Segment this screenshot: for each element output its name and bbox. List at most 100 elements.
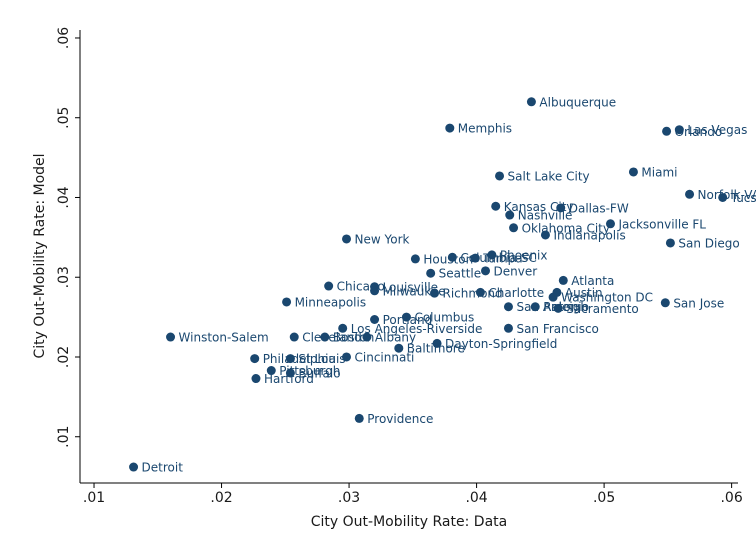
point-label: Buffalo [298, 366, 340, 380]
x-tick-label: .04 [465, 490, 487, 506]
point-label: Los Angeles-Riverside [351, 322, 483, 336]
point-label: Winston-Salem [179, 331, 269, 345]
point-label: New York [355, 232, 410, 246]
point [342, 234, 352, 244]
point-label: Albuquerque [539, 95, 616, 109]
point [285, 368, 295, 378]
point [503, 302, 513, 312]
point [266, 366, 276, 376]
point-label: Sacramento [566, 302, 639, 316]
point [548, 292, 558, 302]
point-label: Miami [641, 165, 677, 179]
point [503, 323, 513, 333]
point-label: San Jose [673, 296, 724, 310]
point [289, 332, 299, 342]
point-label: Kansas City [504, 200, 574, 214]
point-label: Norfolk-VA [698, 188, 756, 202]
point-label: Columbia SC [460, 251, 536, 265]
point [362, 332, 372, 342]
point [447, 252, 457, 262]
y-tick-label: .03 [56, 266, 72, 288]
point-label: Denver [494, 264, 538, 278]
point-label: Jacksonville FL [617, 217, 706, 231]
point-label: Orlando [675, 125, 723, 139]
point [129, 462, 139, 472]
point [430, 288, 440, 298]
point [338, 323, 348, 333]
y-axis-label: City Out-Mobility Rate: Model [32, 153, 48, 358]
point-label: Cincinnati [355, 350, 415, 364]
point [470, 253, 480, 263]
point [354, 413, 364, 423]
y-tick-label: .01 [56, 426, 72, 448]
point [556, 203, 566, 213]
point [665, 238, 675, 248]
point [526, 97, 536, 107]
point [370, 286, 380, 296]
y-tick-label: .02 [56, 346, 72, 368]
x-tick-label: .03 [338, 490, 360, 506]
point-label: Milwaukee [383, 284, 446, 298]
point-label: Philadelphia [263, 352, 336, 366]
point-label: Columbus [414, 311, 474, 325]
point-label: Richmond [443, 287, 503, 301]
point-label: St Louis [298, 352, 345, 366]
x-tick-label: .02 [210, 490, 232, 506]
x-axis-label: City Out-Mobility Rate: Data [311, 514, 507, 530]
point-label: Indianapolis [553, 228, 625, 242]
point-label: Baltimore [407, 342, 465, 356]
point [282, 297, 292, 307]
point [370, 315, 380, 325]
point [674, 125, 684, 135]
point-label: Memphis [458, 122, 512, 136]
point-label: Seattle [439, 267, 481, 281]
point [605, 219, 615, 229]
point [320, 332, 330, 342]
y-tick-label: .06 [56, 27, 72, 49]
point [251, 374, 261, 384]
point-label: Las Vegas [687, 123, 747, 137]
y-tick-label: .05 [56, 107, 72, 129]
point [487, 250, 497, 260]
point-label: Albany [375, 331, 416, 345]
point [285, 354, 295, 364]
point-label: Nashville [518, 209, 573, 223]
point [660, 298, 670, 308]
point [475, 287, 485, 297]
point [685, 189, 695, 199]
point [342, 352, 352, 362]
point-label: Austin [565, 286, 603, 300]
point-label: Tucson [730, 191, 756, 205]
point [530, 302, 540, 312]
point [509, 223, 519, 233]
point [250, 354, 260, 364]
point-label: Charlotte [488, 286, 544, 300]
point [662, 126, 672, 136]
point [401, 312, 411, 322]
point-label: Providence [367, 412, 433, 426]
point [410, 254, 420, 264]
point-label: Dayton-Springfield [445, 337, 557, 351]
point [324, 281, 334, 291]
point-label: San Francisco [516, 322, 598, 336]
point [540, 230, 550, 240]
point-label: Atlanta [571, 274, 614, 288]
point [505, 210, 515, 220]
point-label: Cleveland [302, 331, 362, 345]
point [166, 332, 176, 342]
x-tick-label: .01 [83, 490, 105, 506]
point [628, 167, 638, 177]
point-label: Detroit [142, 461, 184, 475]
x-tick-label: .05 [593, 490, 615, 506]
point-label: Dallas-FW [569, 201, 629, 215]
point-label: Minneapolis [295, 295, 367, 309]
point [445, 123, 455, 133]
point-label: Salt Lake City [508, 169, 590, 183]
point [495, 171, 505, 181]
point-label: San Diego [678, 236, 739, 250]
point [481, 266, 491, 276]
point [553, 303, 563, 313]
point [394, 343, 404, 353]
